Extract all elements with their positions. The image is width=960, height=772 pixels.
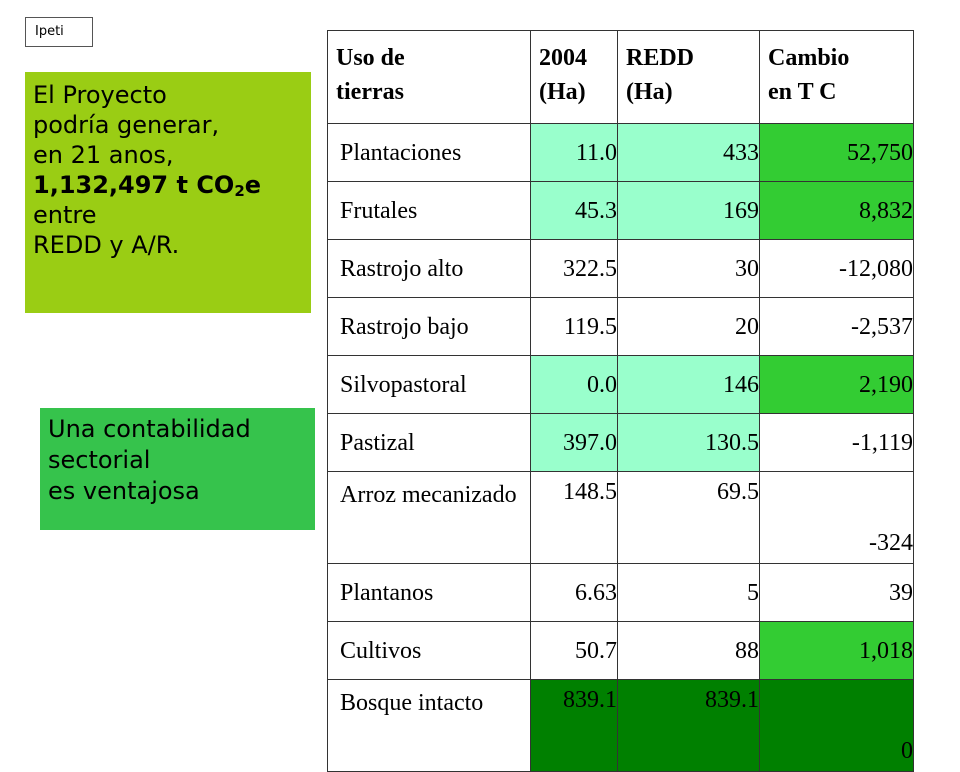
header-redd: REDD (Ha) — [617, 30, 760, 124]
cell-change: 0 — [759, 679, 914, 772]
accounting-note-box: Una contabilidad sectorial es ventajosa — [40, 408, 315, 530]
cell-change: -2,537 — [759, 297, 914, 356]
cell-redd: 5 — [617, 563, 760, 622]
header-change-line1: Cambio — [768, 45, 850, 71]
note-line: sectorial — [48, 446, 151, 474]
cell-land-use: Cultivos — [327, 621, 531, 680]
cell-change: 1,018 — [759, 621, 914, 680]
cell-change: -1,119 — [759, 413, 914, 472]
table-row: Plantanos 6.63 5 39 — [327, 563, 914, 622]
summary-total-unit: e — [244, 171, 262, 199]
summary-total-subscript: 2 — [234, 182, 245, 200]
table-row: Frutales 45.3 169 8,832 — [327, 181, 914, 240]
cell-2004: 11.0 — [530, 123, 618, 182]
summary-total: 1,132,497 t CO2e — [33, 170, 303, 200]
project-summary-box: El Proyecto podría generar, en 21 anos, … — [25, 72, 311, 313]
cell-2004: 397.0 — [530, 413, 618, 472]
header-land-use-line1: Uso de — [336, 45, 405, 71]
cell-redd: 146 — [617, 355, 760, 414]
summary-line: REDD y A/R. — [33, 231, 180, 259]
header-redd-line2: (Ha) — [626, 79, 673, 105]
summary-line: podría generar, — [33, 111, 220, 139]
cell-land-use: Frutales — [327, 181, 531, 240]
summary-line: en 21 anos, — [33, 141, 174, 169]
note-line: Una contabilidad — [48, 415, 251, 443]
cell-land-use: Rastrojo bajo — [327, 297, 531, 356]
header-2004-line1: 2004 — [539, 45, 587, 71]
cell-redd: 69.5 — [617, 471, 760, 564]
table-row: Silvopastoral 0.0 146 2,190 — [327, 355, 914, 414]
header-change-line2: en T C — [768, 79, 837, 105]
cell-2004: 45.3 — [530, 181, 618, 240]
header-change: Cambio en T C — [759, 30, 914, 124]
cell-land-use: Plantanos — [327, 563, 531, 622]
cell-2004: 119.5 — [530, 297, 618, 356]
cell-2004: 322.5 — [530, 239, 618, 298]
table-row: Cultivos 50.7 88 1,018 — [327, 621, 914, 680]
cell-change: -324 — [759, 471, 914, 564]
header-redd-line1: REDD — [626, 45, 695, 71]
cell-land-use: Arroz mecanizado — [327, 471, 531, 564]
cell-2004: 0.0 — [530, 355, 618, 414]
table-header-row: Uso de tierras 2004 (Ha) REDD (Ha) Cambio en… — [327, 30, 914, 124]
note-line: es ventajosa — [48, 477, 200, 505]
table-row: Rastrojo bajo 119.5 20 -2,537 — [327, 297, 914, 356]
cell-redd: 88 — [617, 621, 760, 680]
cell-land-use: Rastrojo alto — [327, 239, 531, 298]
cell-land-use: Pastizal — [327, 413, 531, 472]
cell-change: 39 — [759, 563, 914, 622]
header-land-use: Uso de tierras — [327, 30, 531, 124]
table-row: Bosque intacto 839.1 839.1 0 — [327, 679, 914, 772]
header-2004-line2: (Ha) — [539, 79, 586, 105]
cell-change: 2,190 — [759, 355, 914, 414]
cell-redd: 169 — [617, 181, 760, 240]
cell-land-use: Silvopastoral — [327, 355, 531, 414]
table-row: Rastrojo alto 322.5 30 -12,080 — [327, 239, 914, 298]
cell-2004: 50.7 — [530, 621, 618, 680]
cell-redd: 839.1 — [617, 679, 760, 772]
header-2004: 2004 (Ha) — [530, 30, 618, 124]
table-row: Pastizal 397.0 130.5 -1,119 — [327, 413, 914, 472]
cell-2004: 839.1 — [530, 679, 618, 772]
slide-tag: Ipeti — [25, 17, 93, 47]
table-row: Arroz mecanizado 148.5 69.5 -324 — [327, 471, 914, 564]
cell-land-use: Bosque intacto — [327, 679, 531, 772]
cell-land-use: Plantaciones — [327, 123, 531, 182]
cell-2004: 148.5 — [530, 471, 618, 564]
table-row: Plantaciones 11.0 433 52,750 — [327, 123, 914, 182]
cell-2004: 6.63 — [530, 563, 618, 622]
summary-line: entre — [33, 201, 97, 229]
summary-line: El Proyecto — [33, 81, 167, 109]
summary-total-value: 1,132,497 t CO — [33, 171, 235, 199]
land-use-table: Uso de tierras 2004 (Ha) REDD (Ha) Cambio en… — [327, 30, 914, 772]
cell-redd: 433 — [617, 123, 760, 182]
cell-redd: 30 — [617, 239, 760, 298]
cell-change: 52,750 — [759, 123, 914, 182]
cell-redd: 130.5 — [617, 413, 760, 472]
cell-change: -12,080 — [759, 239, 914, 298]
cell-redd: 20 — [617, 297, 760, 356]
header-land-use-line2: tierras — [336, 79, 404, 105]
cell-change: 8,832 — [759, 181, 914, 240]
